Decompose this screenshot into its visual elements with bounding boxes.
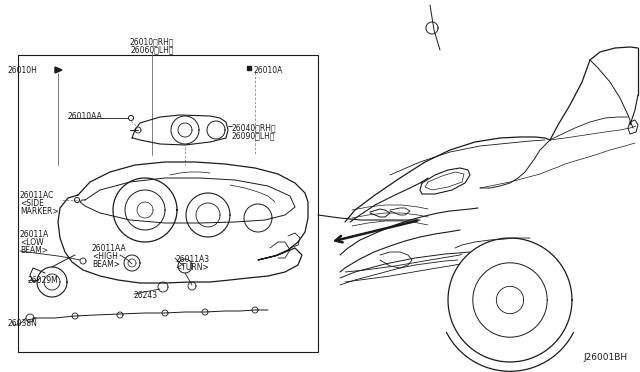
Text: <TURN>: <TURN>	[175, 263, 209, 272]
Text: 26010AA: 26010AA	[68, 112, 103, 121]
Text: BEAM>: BEAM>	[20, 246, 48, 255]
Text: 26011AC: 26011AC	[20, 191, 54, 200]
Polygon shape	[55, 67, 62, 73]
Text: <SIDE: <SIDE	[20, 199, 44, 208]
Text: 26011A3: 26011A3	[175, 255, 209, 264]
Text: 26029M: 26029M	[28, 276, 59, 285]
Text: <LOW: <LOW	[20, 238, 44, 247]
Text: 26011A: 26011A	[20, 230, 49, 239]
Text: 26060〈LH〉: 26060〈LH〉	[131, 45, 173, 54]
Text: 26040〈RH〉: 26040〈RH〉	[232, 123, 276, 132]
Text: 26010H: 26010H	[8, 66, 38, 75]
Text: BEAM>: BEAM>	[92, 260, 120, 269]
Text: J26001BH: J26001BH	[584, 353, 628, 362]
Text: MARKER>: MARKER>	[20, 207, 59, 216]
Text: 26011AA: 26011AA	[92, 244, 127, 253]
Text: 26090〈LH〉: 26090〈LH〉	[232, 131, 275, 140]
Text: 26010〈RH〉: 26010〈RH〉	[130, 37, 174, 46]
Text: 26243: 26243	[134, 291, 158, 300]
Text: 26010A: 26010A	[253, 66, 282, 75]
Text: 26038N: 26038N	[8, 319, 38, 328]
Text: <HIGH: <HIGH	[92, 252, 118, 261]
